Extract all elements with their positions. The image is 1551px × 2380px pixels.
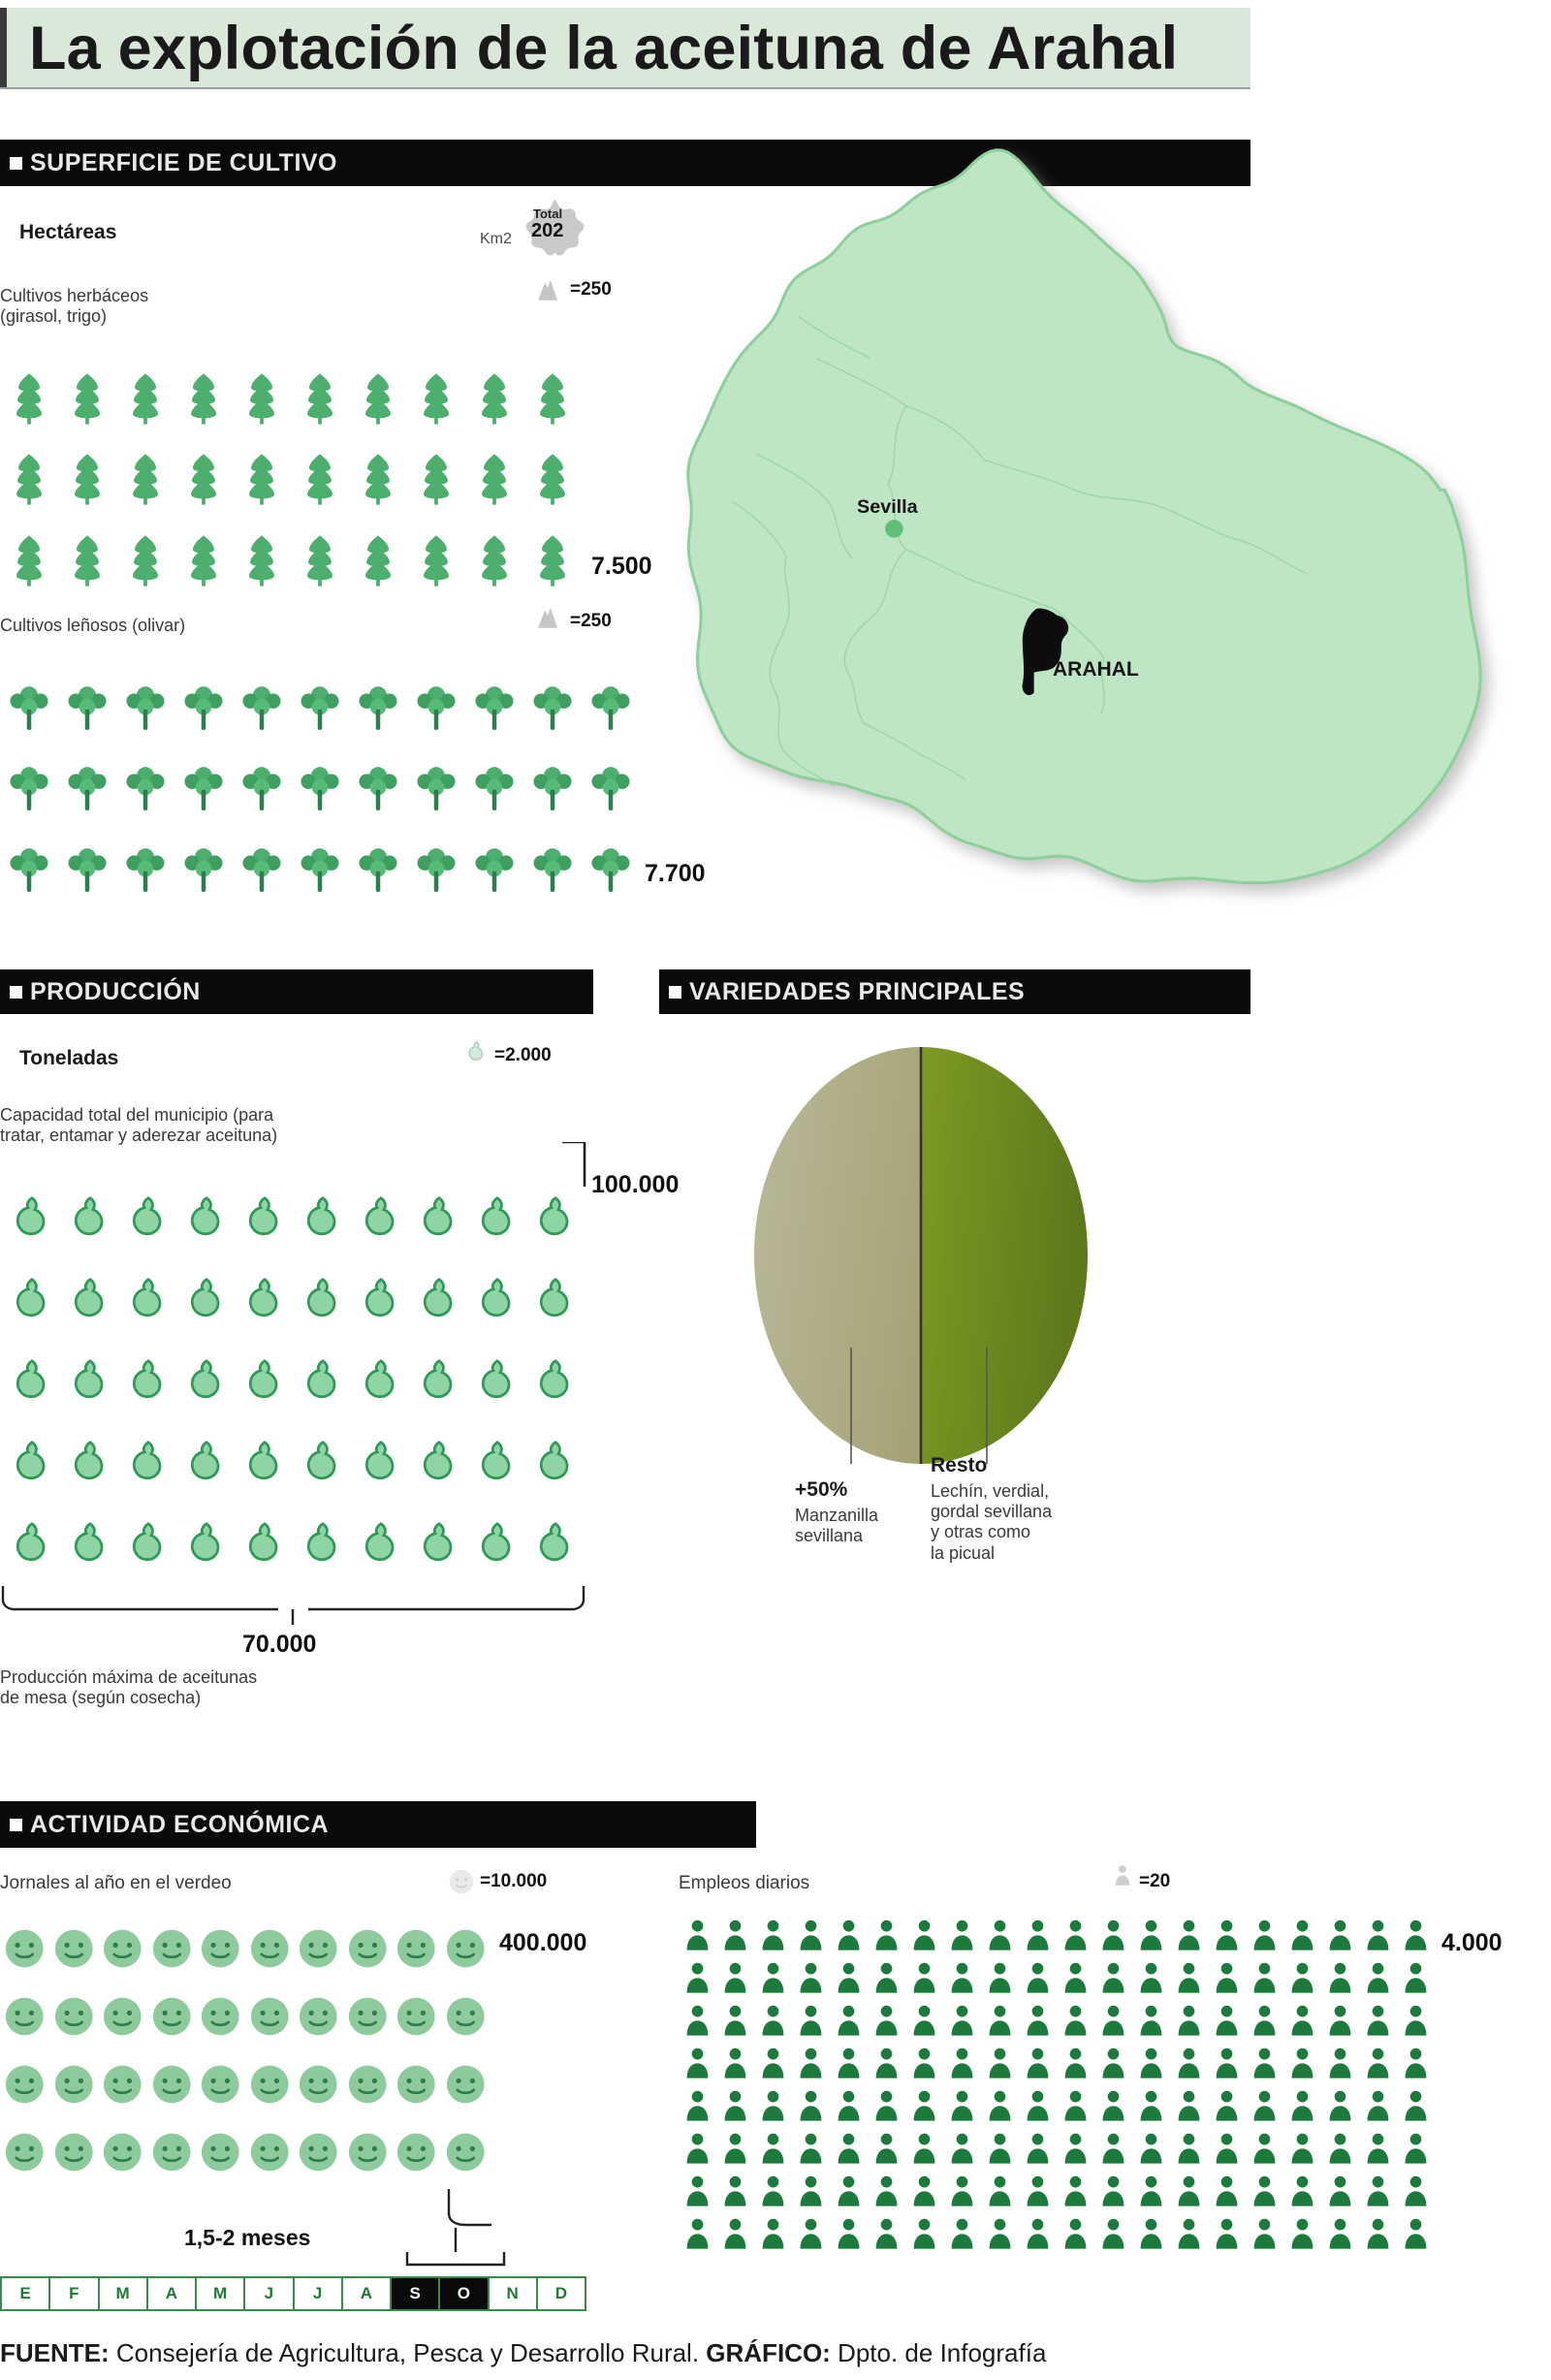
- svg-text:ARAHAL: ARAHAL: [1053, 658, 1139, 681]
- svg-text:Sevilla: Sevilla: [857, 496, 919, 518]
